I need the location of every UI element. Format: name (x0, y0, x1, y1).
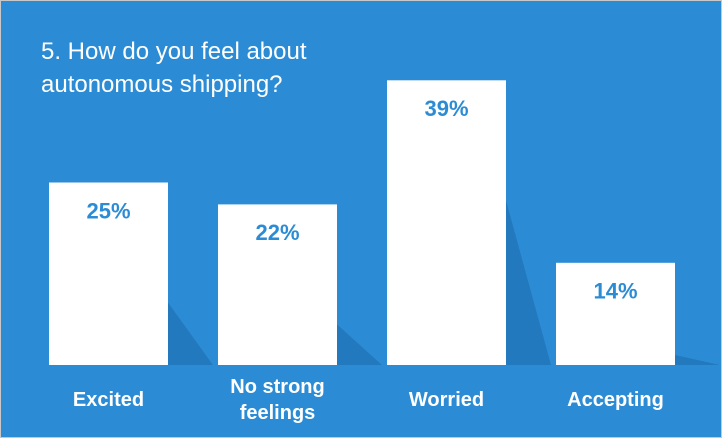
bar (218, 204, 337, 365)
category-label: Excited (72, 389, 145, 411)
category-label: Worried (408, 389, 485, 411)
bar-shadow (506, 200, 551, 365)
bar-shadow (337, 324, 382, 365)
bar-shadow (168, 302, 213, 365)
value-label: 14% (593, 279, 637, 304)
bar (49, 182, 168, 365)
value-label: 39% (424, 96, 468, 121)
category-label: Accepting (567, 389, 664, 411)
category-label: No strong feelings (230, 376, 325, 424)
bar-shadow (675, 355, 720, 365)
chart-title: 5. How do you feel about autonomous ship… (41, 38, 307, 98)
bar (387, 80, 506, 366)
value-label: 22% (255, 220, 299, 245)
value-label: 25% (86, 198, 130, 223)
bar (556, 262, 675, 365)
